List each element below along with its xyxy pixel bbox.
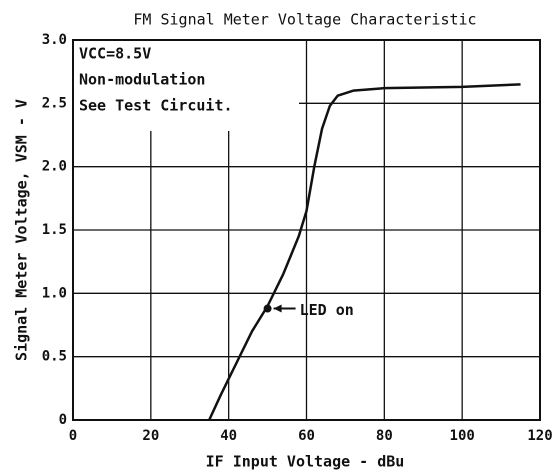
chart-title: FM Signal Meter Voltage Characteristic	[133, 11, 476, 29]
x-tick-label: 120	[527, 428, 552, 444]
annotation: Non-modulation	[79, 71, 205, 89]
led-arrowhead	[273, 304, 282, 313]
y-tick-label: 2.5	[42, 95, 67, 111]
y-axis-label: Signal Meter Voltage, VSM - V	[13, 99, 31, 361]
plot-frame	[72, 39, 541, 421]
y-tick-label: 1.0	[42, 285, 67, 301]
x-tick-label: 80	[376, 428, 393, 444]
y-tick-label: 3.0	[42, 32, 67, 48]
x-tick-label: 100	[450, 428, 475, 444]
y-tick-label: 0.5	[42, 349, 67, 365]
x-tick-label: 60	[298, 428, 315, 444]
x-axis-label: IF Input Voltage - dBu	[206, 453, 405, 471]
x-tick-label: 20	[142, 428, 159, 444]
data-line	[208, 83, 521, 421]
x-tick-label: 40	[220, 428, 237, 444]
led-marker	[263, 304, 272, 313]
annotation: See Test Circuit.	[79, 97, 233, 115]
x-tick-label: 0	[69, 428, 77, 444]
annotation-box	[74, 41, 299, 131]
led-label: LED on	[300, 301, 354, 319]
y-tick-label: 0	[59, 412, 67, 428]
y-tick-label: 2.0	[42, 159, 67, 175]
annotation: VCC=8.5V	[79, 45, 151, 63]
y-tick-label: 1.5	[42, 222, 67, 238]
